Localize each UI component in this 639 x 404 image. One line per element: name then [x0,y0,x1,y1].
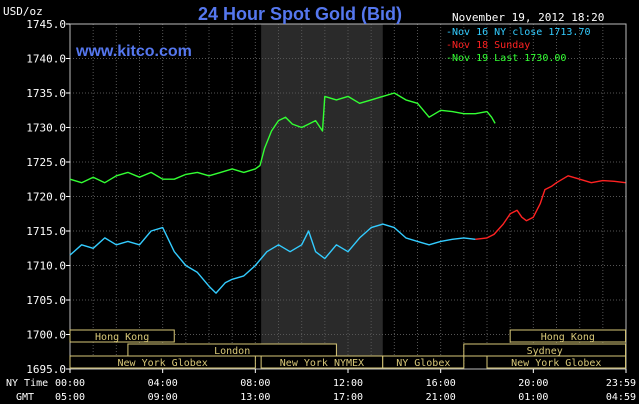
y-tick-label: 1745.0 [26,18,66,31]
legend-entry-1: -Nov 16 NY close 1713.70 [446,27,591,38]
x-gmt-tick-label: 09:00 [148,392,178,403]
session-label-3: New York Globex [118,358,208,369]
y-tick-label: 1735.0 [26,87,66,100]
y-tick-label: 1725.0 [26,156,66,169]
y-tick-label: 1700.0 [26,329,66,342]
session-bars: Hong Kong London New York Globex New York N… [69,329,627,369]
series-line-2 [475,175,626,240]
x-ny-tick-label: 12:00 [333,378,363,389]
session-label-7: Sydney [527,346,563,357]
session-label-1: Hong Kong [95,332,149,343]
series-line-3 [69,92,496,184]
shaded-session-layer [261,24,383,369]
session-label-4: New York NYMEX [280,358,364,369]
y-tick-label: 1710.0 [26,260,66,273]
chart-title: 24 Hour Spot Gold (Bid) [198,4,402,24]
x-ny-tick-label: 16:00 [426,378,456,389]
x-ny-tick-label: 23:59 [606,378,636,389]
y-tick-label: 1730.0 [26,122,66,135]
website-label: www.kitco.com [75,43,192,60]
x-gmt-tick-label: 13:00 [240,392,270,403]
session-bar-1 [69,329,175,343]
y-axis-ticks: 1745.0 1740.0 1735.0 1730.0 1725.0 1720.0 1715… [26,18,70,376]
grid-layer [69,23,627,370]
session-bar-8 [486,355,627,369]
x-gmt-label: GMT [16,392,34,403]
legend-entry-3: -Nov 19 Last 1730.00 [446,53,566,64]
date-label: November 19, 2012 18:20 [452,11,604,24]
x-gmt-tick-label: 05:00 [55,392,85,403]
series-line-1 [69,223,476,294]
session-label-2: London [214,346,250,357]
session-label-6: Hong Kong [541,332,595,343]
x-axis-ticks: 00:00 05:00 04:00 09:00 08:00 13:00 12:00 17:00… [55,369,636,403]
x-gmt-tick-label: 01:00 [518,392,548,403]
x-ny-tick-label: 20:00 [518,378,548,389]
series-layer [69,92,626,294]
x-ny-tick-label: 00:00 [55,378,85,389]
session-label-8: New York Globex [511,358,601,369]
legend: -Nov 16 NY close 1713.70 -Nov 18 Sunday -N… [446,27,591,64]
legend-entry-2: -Nov 18 Sunday [446,40,530,51]
y-tick-label: 1720.0 [26,191,66,204]
y-tick-label: 1695.0 [26,363,66,376]
y-tick-label: 1715.0 [26,225,66,238]
session-bar-6 [509,329,627,343]
y-tick-label: 1740.0 [26,53,66,66]
shaded-trading-session [261,24,383,369]
session-bar-5 [382,355,465,369]
x-ny-tick-label: 08:00 [240,378,270,389]
y-axis-label: USD/oz [3,5,43,18]
session-label-5: NY Globex [396,358,450,369]
x-ny-time-label: NY Time [6,378,48,389]
x-gmt-tick-label: 21:00 [426,392,456,403]
x-gmt-tick-label: 04:59 [606,392,636,403]
y-tick-label: 1705.0 [26,294,66,307]
x-gmt-tick-label: 17:00 [333,392,363,403]
x-ny-tick-label: 04:00 [148,378,178,389]
session-bar-3 [69,355,256,369]
